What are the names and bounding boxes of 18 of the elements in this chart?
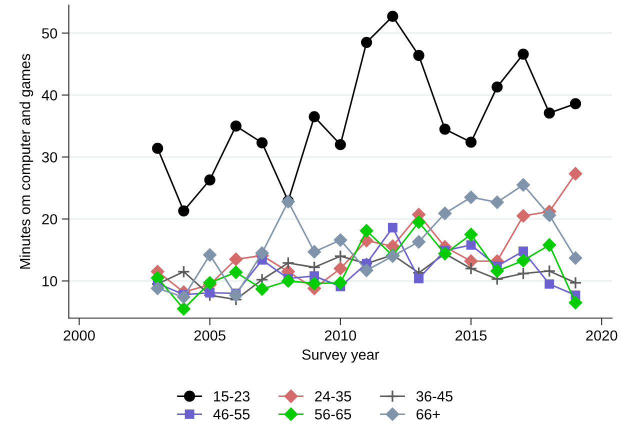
y-tick-label: 30 (42, 152, 58, 162)
x-tick-label: 2000 (64, 330, 95, 341)
y-axis-title: Minutes om computer and games (20, 54, 34, 269)
x-tick-label: 2010 (324, 330, 356, 341)
legend-label: 24-35 (315, 391, 352, 402)
legend-label: 46-55 (213, 409, 250, 420)
x-axis-title: Survey year (302, 349, 380, 363)
legend-label: 66+ (416, 409, 440, 420)
x-tick-label: 2005 (194, 330, 226, 341)
legend-label: 15-23 (214, 391, 250, 402)
legend-label: 56-65 (314, 409, 352, 420)
y-tick-label: 40 (42, 90, 58, 100)
legend-label: 36-45 (416, 391, 452, 402)
x-tick-label: 2015 (456, 330, 487, 341)
y-tick-label: 50 (42, 28, 58, 39)
y-tick-label: 10 (42, 276, 58, 286)
x-tick-label: 2020 (586, 330, 618, 341)
y-tick-label: 20 (42, 214, 58, 224)
